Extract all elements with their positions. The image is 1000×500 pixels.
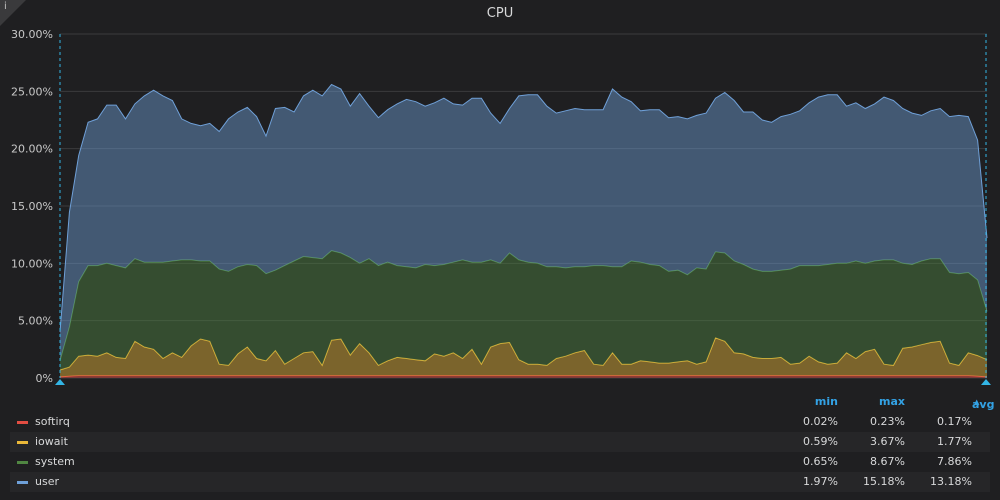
legend-value-avg: 1.77% bbox=[937, 435, 972, 448]
series-line-iowait bbox=[59, 337, 988, 371]
panel-info-corner[interactable] bbox=[0, 0, 26, 26]
legend-header-min[interactable]: min bbox=[814, 395, 838, 408]
legend-series-name[interactable]: system bbox=[35, 455, 75, 468]
info-icon[interactable]: i bbox=[4, 1, 7, 12]
legend-swatch[interactable] bbox=[17, 481, 28, 484]
legend-swatch[interactable] bbox=[17, 421, 28, 424]
legend-swatch[interactable] bbox=[17, 441, 28, 444]
series-line-user bbox=[59, 83, 988, 333]
series-area-iowait bbox=[60, 337, 987, 377]
y-tick-label: 25.00% bbox=[11, 85, 53, 98]
series-line-system bbox=[59, 250, 988, 361]
y-tick-label: 10.00% bbox=[11, 257, 53, 270]
legend-value-min: 0.65% bbox=[803, 455, 838, 468]
legend-row-system[interactable]: system 0.65% 8.67% 7.86% bbox=[10, 452, 990, 472]
y-tick-label: 30.00% bbox=[11, 28, 53, 41]
legend-value-avg: 13.18% bbox=[930, 475, 972, 488]
legend-value-avg: 0.17% bbox=[937, 415, 972, 428]
legend-value-max: 15.18% bbox=[863, 475, 905, 488]
legend-swatch[interactable] bbox=[17, 461, 28, 464]
legend-table: min max avg ▲ softirq 0.02% 0.23% 0.17% iowai… bbox=[10, 392, 995, 492]
legend-value-min: 1.97% bbox=[803, 475, 838, 488]
series-area-user bbox=[60, 84, 987, 361]
y-tick-label: 15.00% bbox=[11, 200, 53, 213]
sort-asc-icon[interactable]: ▲ bbox=[974, 398, 980, 406]
y-tick-label: 0% bbox=[36, 372, 53, 385]
range-marker-triangle bbox=[55, 379, 65, 385]
legend-value-min: 0.02% bbox=[803, 415, 838, 428]
y-tick-label: 5.00% bbox=[18, 315, 53, 328]
panel-title[interactable]: CPU bbox=[486, 6, 514, 21]
range-marker-triangle bbox=[981, 379, 991, 385]
legend-value-max: 8.67% bbox=[870, 455, 905, 468]
legend-value-min: 0.59% bbox=[803, 435, 838, 448]
legend-row-iowait[interactable]: iowait 0.59% 3.67% 1.77% bbox=[10, 432, 990, 452]
legend-row-user[interactable]: user 1.97% 15.18% 13.18% bbox=[10, 472, 990, 492]
legend-value-avg: 7.86% bbox=[937, 455, 972, 468]
legend-value-max: 0.23% bbox=[870, 415, 905, 428]
legend-header-max[interactable]: max bbox=[879, 395, 905, 408]
legend-value-max: 3.67% bbox=[870, 435, 905, 448]
series-area-softirq bbox=[60, 375, 987, 378]
cpu-area-chart[interactable]: 0% 5.00% 10.00% 15.00% 20.00% 25.00% 30.00% bbox=[0, 0, 1000, 392]
series-line-softirq bbox=[59, 375, 988, 378]
legend-series-name[interactable]: user bbox=[35, 475, 59, 488]
legend-series-name[interactable]: softirq bbox=[35, 415, 70, 428]
legend-header: min max avg ▲ bbox=[814, 395, 995, 411]
series-area-system bbox=[60, 250, 987, 370]
legend-row-softirq[interactable]: softirq 0.02% 0.23% 0.17% bbox=[10, 412, 990, 432]
legend-series-name[interactable]: iowait bbox=[35, 435, 68, 448]
y-tick-label: 20.00% bbox=[11, 143, 53, 156]
